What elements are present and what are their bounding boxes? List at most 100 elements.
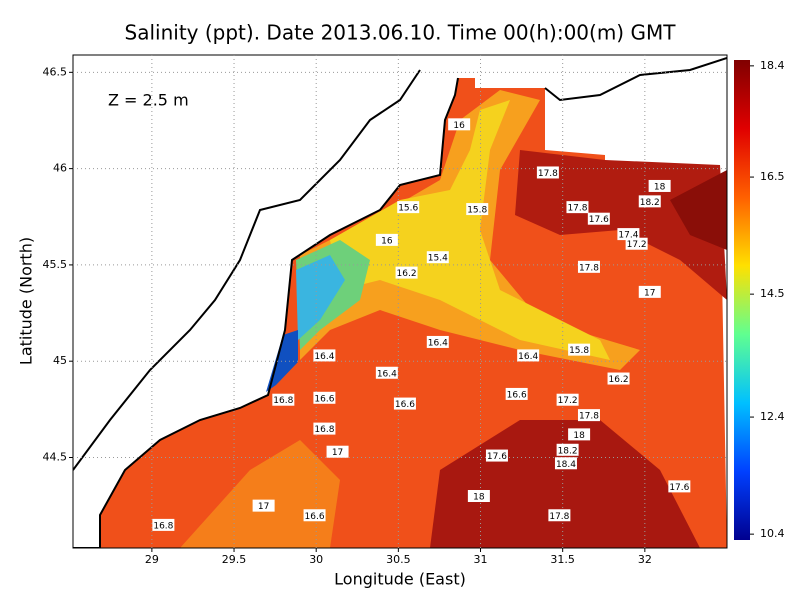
contour-label-text: 16.8 xyxy=(273,396,293,406)
contour-label: 15.6 xyxy=(397,201,420,214)
contour-label-box xyxy=(638,285,661,298)
contour-label-box xyxy=(568,428,591,441)
contour-label-text: 18 xyxy=(473,493,485,503)
contour-label-text: 17.2 xyxy=(558,396,578,406)
coastline xyxy=(73,69,421,471)
contour-label-text: 16.4 xyxy=(377,369,397,379)
contour-label-text: 16.6 xyxy=(305,512,325,522)
contour-label-box xyxy=(252,499,275,512)
contour-label-text: 17 xyxy=(332,448,343,458)
x-tick-label: 29.5 xyxy=(222,553,247,566)
contour-label: 17.6 xyxy=(587,212,610,225)
contour-label-text: 15.4 xyxy=(428,254,448,264)
colorbar-tick-label: 12.4 xyxy=(760,410,785,423)
coastline xyxy=(73,77,459,548)
contour-label: 17 xyxy=(638,285,661,298)
contour-label-box xyxy=(556,393,579,406)
contour-label-box xyxy=(375,366,398,379)
contour-label-box xyxy=(313,391,336,404)
contour-label-text: 18.4 xyxy=(556,460,576,470)
contour-label-text: 16.6 xyxy=(507,390,527,400)
contour-label-text: 16.6 xyxy=(395,400,415,410)
contour-label-box xyxy=(556,443,579,456)
contour-label-box xyxy=(426,335,449,348)
contour-label-box xyxy=(505,387,528,400)
contour-label-box xyxy=(625,237,648,250)
contour-label: 16.4 xyxy=(375,366,398,379)
contour-label-text: 16.8 xyxy=(314,425,334,435)
depth-annotation: Z = 2.5 m xyxy=(108,91,189,110)
contour-label: 15.4 xyxy=(426,251,449,264)
x-tick-label: 32 xyxy=(638,553,652,566)
field-dark xyxy=(515,150,727,300)
contour-label-box xyxy=(548,509,571,522)
x-axis-label: Longitude (East) xyxy=(334,570,466,589)
salinity-field xyxy=(73,57,727,548)
contour-label-box xyxy=(568,343,591,356)
contour-label: 17 xyxy=(252,499,275,512)
contour-label-text: 17.6 xyxy=(589,215,609,225)
contour-label: 17.8 xyxy=(577,260,600,273)
contour-label-text: 17 xyxy=(644,288,655,298)
contour-label-text: 16 xyxy=(453,121,465,131)
contour-label-text: 17 xyxy=(258,502,269,512)
y-tick-label: 44.5 xyxy=(43,450,68,463)
colorbar-tick-label: 10.4 xyxy=(760,527,785,540)
y-tick-label: 46 xyxy=(53,162,67,175)
contour-label: 17 xyxy=(326,445,349,458)
contour-label-text: 15.8 xyxy=(569,346,589,356)
contour-label-text: 17.6 xyxy=(669,483,689,493)
field-darker xyxy=(670,170,727,250)
contour-label-box xyxy=(375,233,398,246)
contour-label-box xyxy=(152,518,175,531)
contour-label-text: 16.8 xyxy=(153,521,173,531)
contour-label: 15.8 xyxy=(466,203,489,216)
contour-label-box xyxy=(517,349,540,362)
contour-label-box xyxy=(272,393,295,406)
y-tick-label: 45 xyxy=(53,354,67,367)
contour-label: 16.6 xyxy=(505,387,528,400)
x-tick-label: 29 xyxy=(145,553,159,566)
contour-label-text: 16.4 xyxy=(314,352,334,362)
coastline xyxy=(544,57,727,102)
contour-label: 16.6 xyxy=(393,397,416,410)
contour-label: 17.4 xyxy=(617,228,640,241)
contour-label-box xyxy=(397,201,420,214)
colorbar xyxy=(734,60,750,540)
contour-label-box xyxy=(467,490,490,503)
contour-label: 16 xyxy=(375,233,398,246)
contour-label-text: 18 xyxy=(654,182,666,192)
contour-label: 15.8 xyxy=(568,343,591,356)
contour-label-box xyxy=(313,349,336,362)
contour-label-text: 15.6 xyxy=(398,204,418,214)
y-tick-label: 45.5 xyxy=(43,258,68,271)
contour-label-box xyxy=(395,266,418,279)
colorbar-tick-label: 18.4 xyxy=(760,59,785,72)
contour-label: 16 xyxy=(448,118,471,131)
contour-label-text: 17.6 xyxy=(487,452,507,462)
contour-label: 16.4 xyxy=(426,335,449,348)
contour-label: 17.6 xyxy=(668,480,691,493)
contour-label-box xyxy=(648,179,671,192)
contour-label-text: 17.8 xyxy=(549,512,569,522)
contour-label: 17.8 xyxy=(577,409,600,422)
contour-label: 18 xyxy=(648,179,671,192)
contour-label: 17.8 xyxy=(566,201,589,214)
plot-frame xyxy=(72,54,728,549)
chart-title: Salinity (ppt). Date 2013.06.10. Time 00… xyxy=(125,21,677,45)
contour-label: 17.6 xyxy=(485,449,508,462)
contour-label: 16.2 xyxy=(607,372,630,385)
contour-label: 16.6 xyxy=(313,391,336,404)
contour-label: 18 xyxy=(467,490,490,503)
field-cyan xyxy=(296,255,345,340)
contour-label: 17.2 xyxy=(625,237,648,250)
contour-label: 17.8 xyxy=(536,166,559,179)
field-yellow xyxy=(330,100,610,360)
contour-label-text: 17.8 xyxy=(567,204,587,214)
contour-label-box xyxy=(617,228,640,241)
x-tick-label: 30 xyxy=(309,553,323,566)
contour-label-box xyxy=(326,445,349,458)
contour-label-text: 17.8 xyxy=(579,412,599,422)
contour-label: 17.2 xyxy=(556,393,579,406)
